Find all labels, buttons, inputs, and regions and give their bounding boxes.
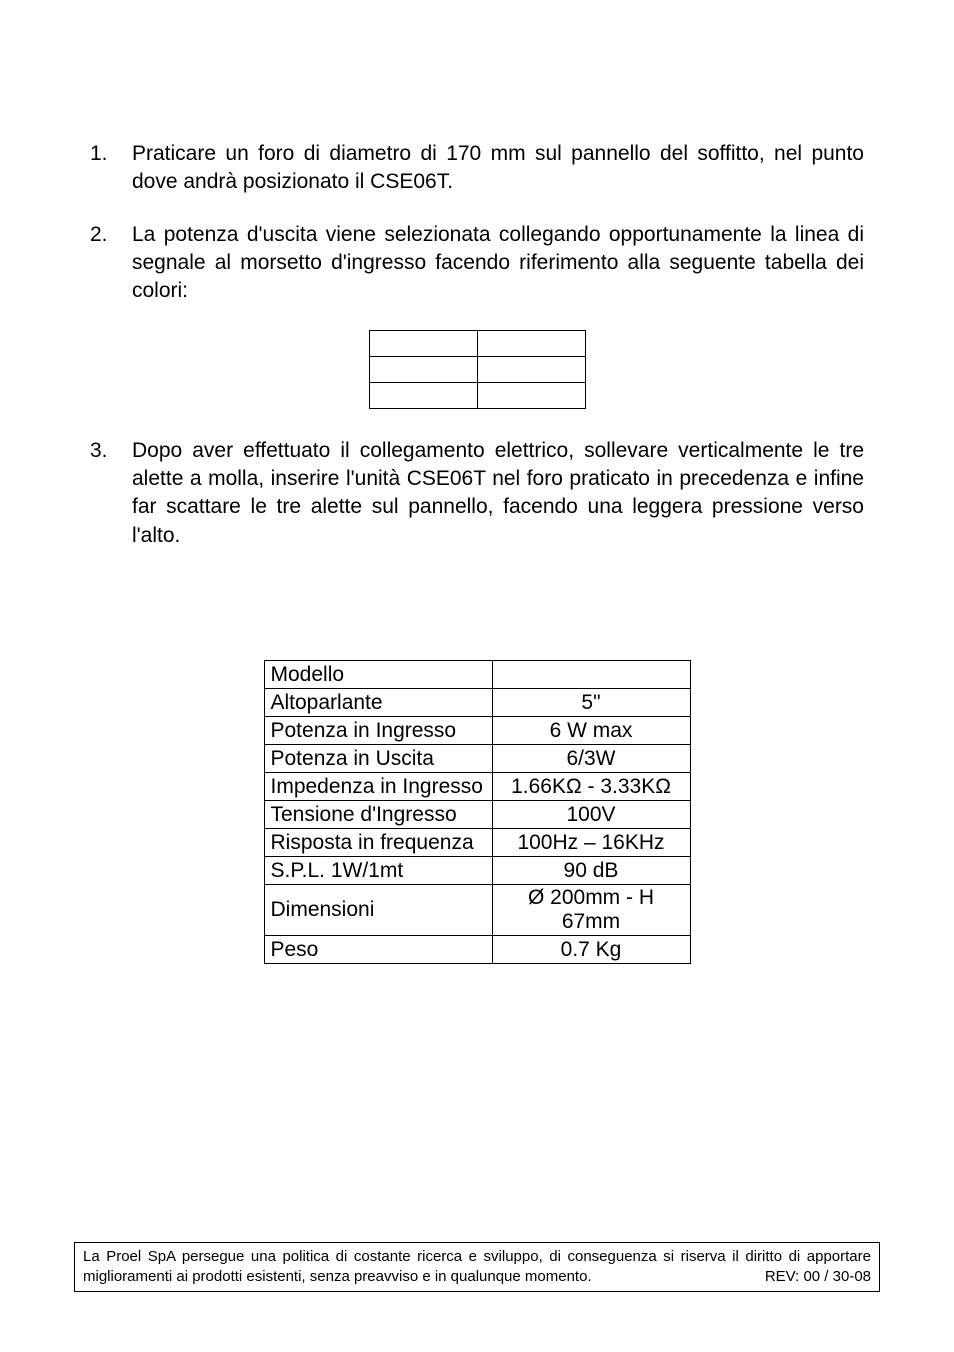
spec-value: 0.7 Kg [492, 936, 690, 964]
footer-line2-wrap: miglioramenti ai prodotti esistenti, sen… [83, 1267, 871, 1287]
table-row: Potenza in Ingresso6 W max [264, 717, 690, 745]
spec-label: Altoparlante [264, 689, 492, 717]
spec-label: Modello [264, 661, 492, 689]
spec-table: Modello Altoparlante5" Potenza in Ingres… [264, 660, 691, 964]
table-row: DimensioniØ 200mm - H 67mm [264, 885, 690, 936]
spec-value: 100V [492, 801, 690, 829]
table-row: Peso0.7 Kg [264, 936, 690, 964]
list-number: 1. [90, 140, 132, 197]
list-item-1: 1. Praticare un foro di diametro di 170 … [90, 140, 864, 197]
spec-value: 1.66KΩ - 3.33KΩ [492, 773, 690, 801]
table-row: Modello [264, 661, 690, 689]
table-row: Impedenza in Ingresso1.66KΩ - 3.33KΩ [264, 773, 690, 801]
spec-value [492, 661, 690, 689]
spec-label: Impedenza in Ingresso [264, 773, 492, 801]
spec-label: Dimensioni [264, 885, 492, 936]
table-cell [477, 330, 585, 356]
table-row [369, 382, 585, 408]
spec-value: 6 W max [492, 717, 690, 745]
table-cell [369, 330, 477, 356]
table-row: Tensione d'Ingresso100V [264, 801, 690, 829]
table-row: Potenza in Uscita6/3W [264, 745, 690, 773]
list-number: 3. [90, 437, 132, 550]
spec-label: Risposta in frequenza [264, 829, 492, 857]
table-row: Altoparlante5" [264, 689, 690, 717]
spec-label: Peso [264, 936, 492, 964]
table-cell [369, 382, 477, 408]
spec-value: 5" [492, 689, 690, 717]
list-text: Praticare un foro di diametro di 170 mm … [132, 140, 864, 197]
footer-line2: miglioramenti ai prodotti esistenti, sen… [83, 1267, 753, 1287]
list-item-2: 2. La potenza d'uscita viene selezionata… [90, 221, 864, 306]
spec-value: 90 dB [492, 857, 690, 885]
footer-line1: La Proel SpA persegue una politica di co… [83, 1247, 871, 1267]
footer-rev: REV: 00 / 30-08 [753, 1267, 871, 1287]
spec-value: 6/3W [492, 745, 690, 773]
spec-value: Ø 200mm - H 67mm [492, 885, 690, 936]
list-number: 2. [90, 221, 132, 306]
spec-label: S.P.L. 1W/1mt [264, 857, 492, 885]
table-row: Risposta in frequenza100Hz – 16KHz [264, 829, 690, 857]
spec-label: Potenza in Ingresso [264, 717, 492, 745]
spec-label: Tensione d'Ingresso [264, 801, 492, 829]
footer-box: La Proel SpA persegue una politica di co… [74, 1242, 880, 1293]
table-cell [369, 356, 477, 382]
spec-value: 100Hz – 16KHz [492, 829, 690, 857]
table-cell [477, 382, 585, 408]
table-row [369, 356, 585, 382]
table-row [369, 330, 585, 356]
spec-label: Potenza in Uscita [264, 745, 492, 773]
list-item-3: 3. Dopo aver effettuato il collegamento … [90, 437, 864, 550]
list-text: La potenza d'uscita viene selezionata co… [132, 221, 864, 306]
table-cell [477, 356, 585, 382]
list-text: Dopo aver effettuato il collegamento ele… [132, 437, 864, 550]
color-table [369, 330, 586, 409]
table-row: S.P.L. 1W/1mt90 dB [264, 857, 690, 885]
